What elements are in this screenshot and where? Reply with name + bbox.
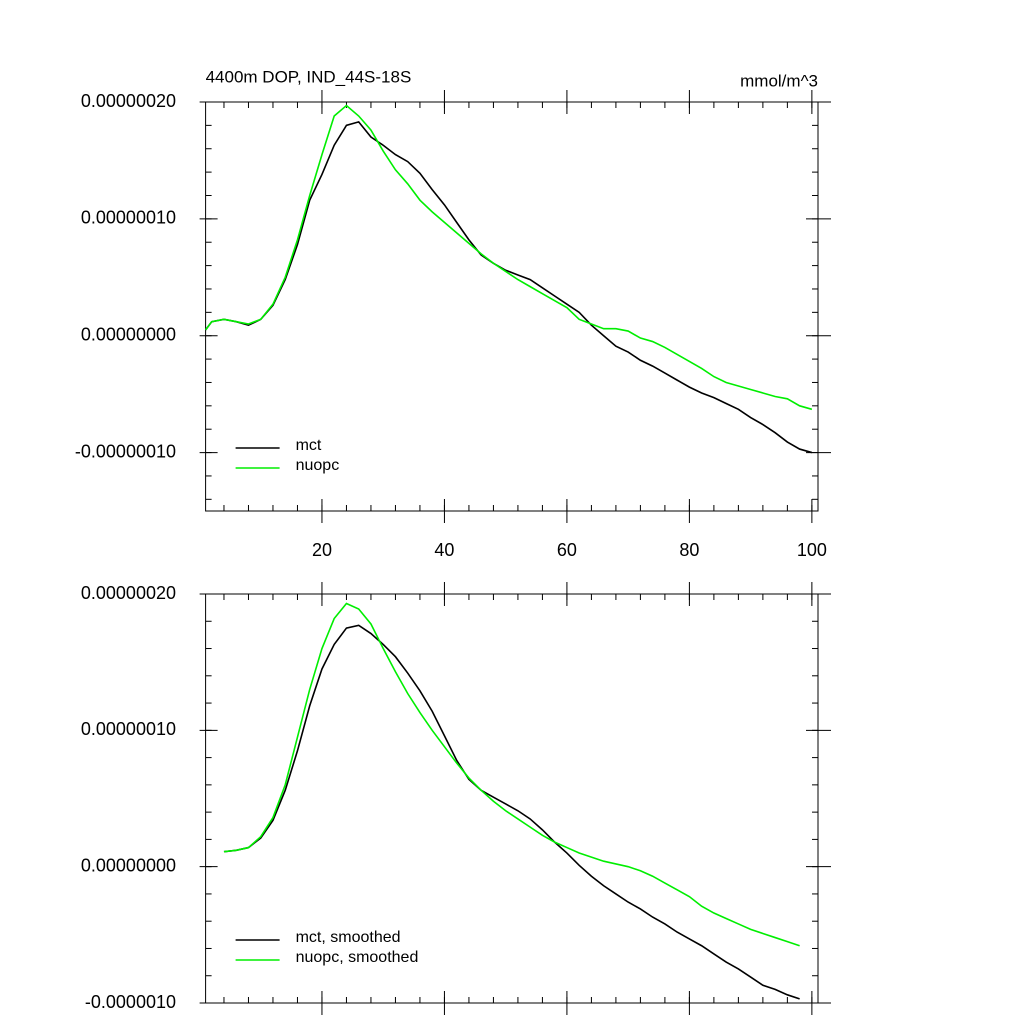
legend-label: mct, smoothed: [296, 929, 401, 946]
y-tick-label: 0.00000020: [81, 583, 176, 603]
chart-title: 4400m DOP, IND_44S-18S: [206, 67, 412, 86]
y-tick-label: -0.0000010: [85, 992, 176, 1012]
y-tick-label: -0.00000010: [75, 441, 176, 461]
x-tick-label: 80: [679, 540, 699, 560]
x-tick-label: 100: [797, 540, 827, 560]
x-tick-label: 60: [557, 540, 577, 560]
y-tick-label: 0.00000020: [81, 91, 176, 111]
y-tick-label: 0.00000010: [81, 208, 176, 228]
x-tick-label: 40: [434, 540, 454, 560]
legend-label: mct: [296, 437, 322, 454]
y-tick-label: 0.00000000: [81, 324, 176, 344]
plot-frame: [205, 593, 819, 1004]
series-line: [223, 602, 800, 947]
series-line: [204, 104, 813, 411]
x-tick-label: 20: [312, 540, 332, 560]
series-line: [204, 120, 813, 454]
plot-frame: [205, 101, 819, 512]
units-label: mmol/m^3: [740, 71, 818, 90]
legend-label: nuopc: [296, 457, 340, 474]
series-line: [223, 624, 800, 1000]
y-tick-label: 0.00000000: [81, 855, 176, 875]
legend-label: nuopc, smoothed: [296, 949, 419, 966]
y-tick-label: 0.00000010: [81, 719, 176, 739]
